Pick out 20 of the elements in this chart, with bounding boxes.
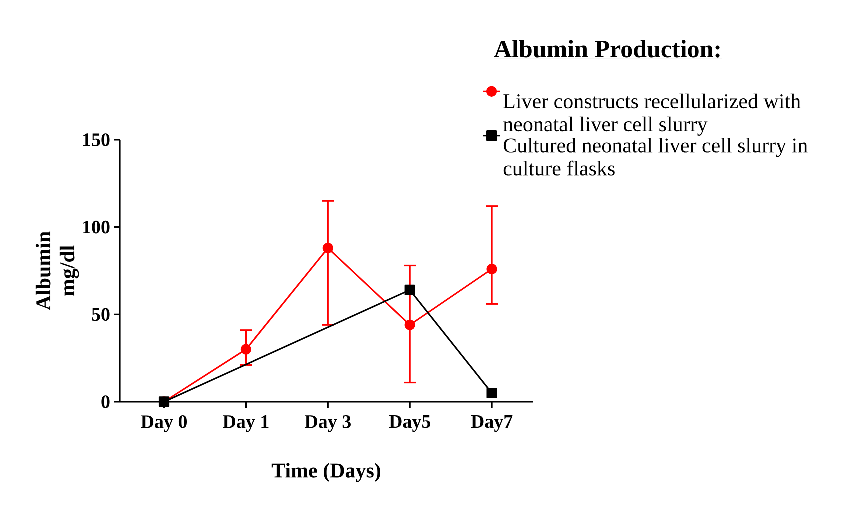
- x-tick-label: Day7: [471, 416, 513, 432]
- point: [486, 388, 498, 399]
- point: [404, 284, 416, 296]
- y-tick-label: 0: [102, 396, 110, 408]
- x-tick-label: Day5: [389, 416, 430, 432]
- x-axis-title: Time (Days): [272, 463, 380, 482]
- point: [486, 264, 498, 275]
- legend-label: Cultured neonatal liver cell slurry in culture flasks: [504, 138, 808, 176]
- point: [240, 344, 252, 355]
- y-tick-label: 50: [92, 308, 110, 322]
- y-tick-label: 150: [84, 134, 110, 146]
- legend-title: Albumin Production:: [494, 40, 720, 58]
- legend-label: Liver constructs recellularized with neonatal liver cell slurry: [504, 94, 801, 136]
- y-tick-label: 100: [84, 220, 110, 234]
- y-axis-title: Albumin mg/dl: [36, 232, 80, 310]
- x-tick-label: Day 0: [141, 416, 188, 432]
- point: [404, 320, 416, 330]
- x-tick-label: Day 1: [223, 416, 269, 432]
- point: [322, 242, 334, 254]
- x-tick-label: Day 3: [304, 416, 351, 432]
